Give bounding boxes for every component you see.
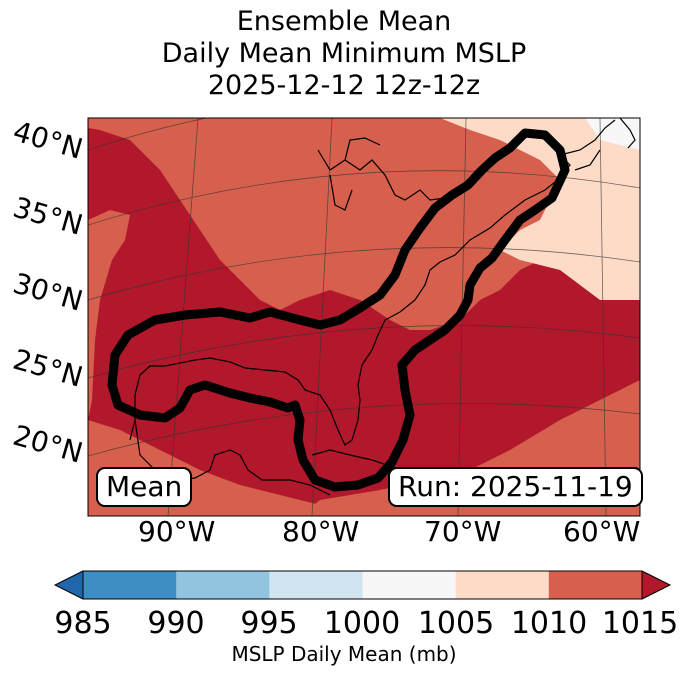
colorbar-tick-1015: 1015 (601, 606, 679, 641)
colorbar-under-arrow (55, 571, 83, 599)
colorbar-tick-985: 985 (54, 606, 112, 641)
title-line-3: 2025-12-12 12z-12z (207, 70, 481, 101)
pressure-fill-1010-west (88, 210, 130, 420)
colorbar-frame (82, 570, 643, 600)
colorbar-label: MSLP Daily Mean (mb) (231, 642, 457, 666)
maritimes (559, 119, 616, 171)
pressure-fill-1010-east (300, 250, 640, 516)
pressure-fill-1010-north (88, 118, 640, 330)
lon-label-80: 80°W (282, 515, 360, 548)
lon-label-70: 70°W (424, 515, 502, 548)
lon-line-80 (311, 118, 333, 516)
colorbar-segment-985 (83, 571, 177, 599)
colorbar-tick-995: 995 (240, 606, 298, 641)
title-line-1: Ensemble Mean (236, 6, 452, 37)
colorbar-over-arrow (642, 571, 670, 599)
ensemble-contour (107, 128, 570, 492)
colorbar-tick-1000: 1000 (323, 606, 401, 641)
map-frame (87, 117, 641, 517)
lat-line-30 (88, 247, 640, 301)
map-area (88, 118, 640, 516)
pressure-fill-1010-ne-center (250, 118, 480, 230)
colorbar (53, 570, 672, 600)
colorbar-segment-990 (176, 571, 270, 599)
run-label: Run: 2025-11-19 (388, 467, 643, 507)
colorbar-tick-1010: 1010 (510, 606, 588, 641)
us-east-coast (129, 129, 571, 446)
lat-line-40 (88, 118, 640, 151)
colorbar-segment-1005 (455, 571, 550, 599)
mean-label: Mean (96, 467, 193, 507)
lon-label-90: 90°W (138, 515, 216, 548)
colorbar-segment-995 (269, 571, 363, 599)
colorbar-segment-1000 (362, 571, 457, 599)
newfoundland (619, 118, 636, 149)
colorbar-tick-990: 990 (147, 606, 205, 641)
great-lakes (317, 137, 446, 211)
colorbar-tick-1005: 1005 (417, 606, 495, 641)
lat-line-20 (88, 403, 640, 457)
colorbar-over-outline (641, 570, 672, 600)
lon-label-60: 60°W (563, 515, 641, 548)
lat-line-25 (88, 325, 640, 379)
lon-line-60 (599, 118, 607, 516)
colorbar-segment-1010 (548, 571, 643, 599)
colorbar-under-outline (53, 570, 84, 600)
pressure-fill-1005-east (500, 150, 640, 300)
title-line-2: Daily Mean Minimum MSLP (161, 38, 527, 69)
